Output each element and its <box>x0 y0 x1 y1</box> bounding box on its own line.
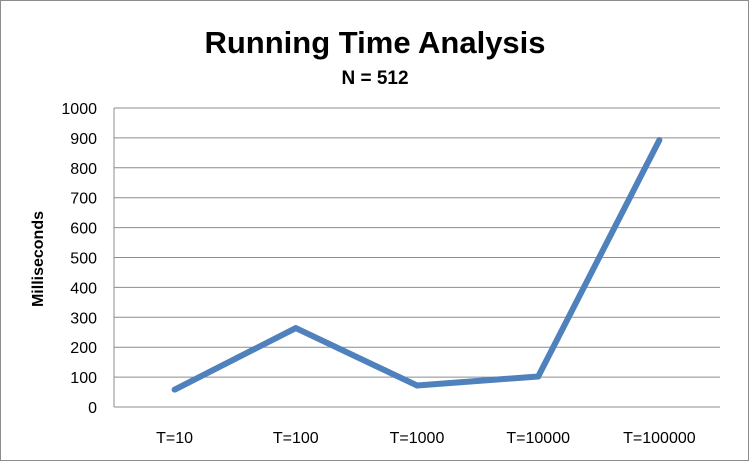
gridlines <box>113 107 720 408</box>
data-point-T=10 <box>171 386 178 393</box>
chart-title: Running Time Analysis <box>204 25 545 60</box>
y-tick-label: 600 <box>70 221 97 238</box>
data-point-T=10000 <box>535 373 542 380</box>
x-tick-label: T=10 <box>156 430 193 447</box>
y-tick-label: 0 <box>88 400 97 417</box>
x-tick-label: T=1000 <box>390 430 445 447</box>
series-group <box>171 136 663 393</box>
series-line-0 <box>173 138 663 393</box>
x-tick-label: T=100000 <box>623 430 696 447</box>
chart-subtitle: N = 512 <box>341 68 408 89</box>
x-tick-label: T=100 <box>273 430 319 447</box>
y-tick-label: 200 <box>70 340 97 357</box>
x-axis-ticks: T=10 T=100 T=1000 T=10000 T=100000 <box>156 430 696 447</box>
y-tick-label: 400 <box>70 280 97 297</box>
data-point-T=1000 <box>414 382 420 389</box>
y-tick-label: 800 <box>70 161 97 178</box>
data-point-T=100 <box>292 325 299 332</box>
y-tick-label: 300 <box>70 310 97 327</box>
x-tick-label: T=10000 <box>506 430 570 447</box>
y-tick-label: 500 <box>70 251 97 268</box>
y-axis-label: Milliseconds <box>30 211 47 307</box>
data-point-T=100000 <box>656 136 663 143</box>
y-tick-label: 700 <box>70 191 97 208</box>
y-tick-label: 1000 <box>61 101 97 118</box>
y-axis-ticks: 0 100 200 300 400 500 600 700 800 900 1000 <box>61 101 97 417</box>
y-tick-label: 900 <box>70 131 97 148</box>
y-tick-label: 100 <box>70 370 97 387</box>
